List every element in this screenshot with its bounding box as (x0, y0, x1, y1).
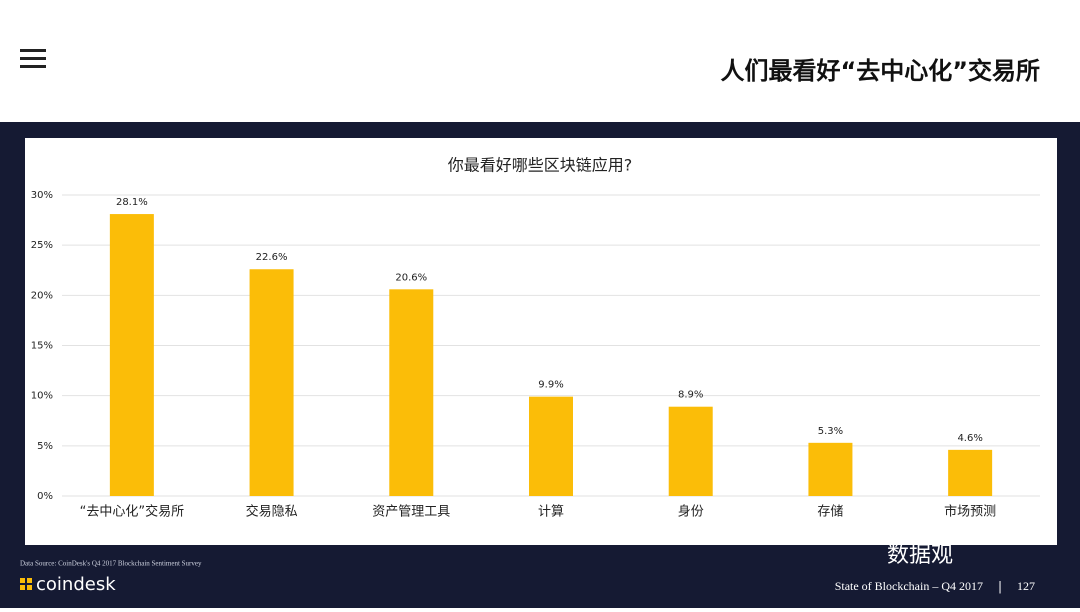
source-note: Data Source: CoinDesk's Q4 2017 Blockcha… (20, 560, 202, 568)
bar (389, 289, 434, 496)
bar (668, 406, 713, 496)
menu-icon[interactable] (20, 49, 46, 68)
slide-title: 人们最看好“去中心化”交易所 (720, 57, 1040, 85)
header-band (0, 0, 1080, 122)
report-name: State of Blockchain – Q4 2017 (835, 579, 983, 593)
y-tick-label: 15% (31, 341, 53, 352)
value-label: 20.6% (395, 272, 427, 283)
watermark: 数据观 (887, 543, 953, 568)
menu-bar (20, 57, 46, 60)
bar (529, 396, 573, 496)
y-tick-label: 5% (37, 441, 53, 452)
value-label: 8.9% (678, 390, 703, 401)
value-label: 4.6% (957, 433, 982, 444)
x-tick-label: “去中心化”交易所 (80, 504, 184, 520)
bar (948, 449, 993, 496)
page-number: 127 (1017, 579, 1035, 593)
y-tick-label: 30% (31, 190, 53, 201)
y-tick-label: 10% (31, 391, 53, 402)
x-tick-label: 市场预测 (944, 504, 996, 520)
value-label: 9.9% (538, 380, 563, 391)
value-label: 22.6% (256, 252, 288, 263)
y-tick-label: 0% (37, 491, 53, 502)
x-tick-label: 身份 (678, 504, 704, 520)
brand-name: coindesk (36, 574, 116, 595)
value-label: 5.3% (818, 426, 843, 437)
y-tick-label: 20% (31, 290, 53, 301)
menu-bar (20, 65, 46, 68)
bar (249, 269, 294, 496)
menu-bar (20, 49, 46, 52)
value-label: 28.1% (116, 197, 148, 208)
x-tick-label: 存储 (817, 505, 843, 520)
chart-title: 你最看好哪些区块链应用? (448, 156, 633, 175)
x-tick-label: 交易隐私 (246, 504, 298, 520)
x-tick-label: 资产管理工具 (372, 505, 450, 520)
x-tick-label: 计算 (538, 505, 564, 520)
bar (808, 442, 853, 496)
brand-icon (20, 578, 32, 590)
bar (109, 214, 154, 496)
separator: | (998, 580, 1002, 594)
y-tick-label: 25% (31, 240, 53, 251)
